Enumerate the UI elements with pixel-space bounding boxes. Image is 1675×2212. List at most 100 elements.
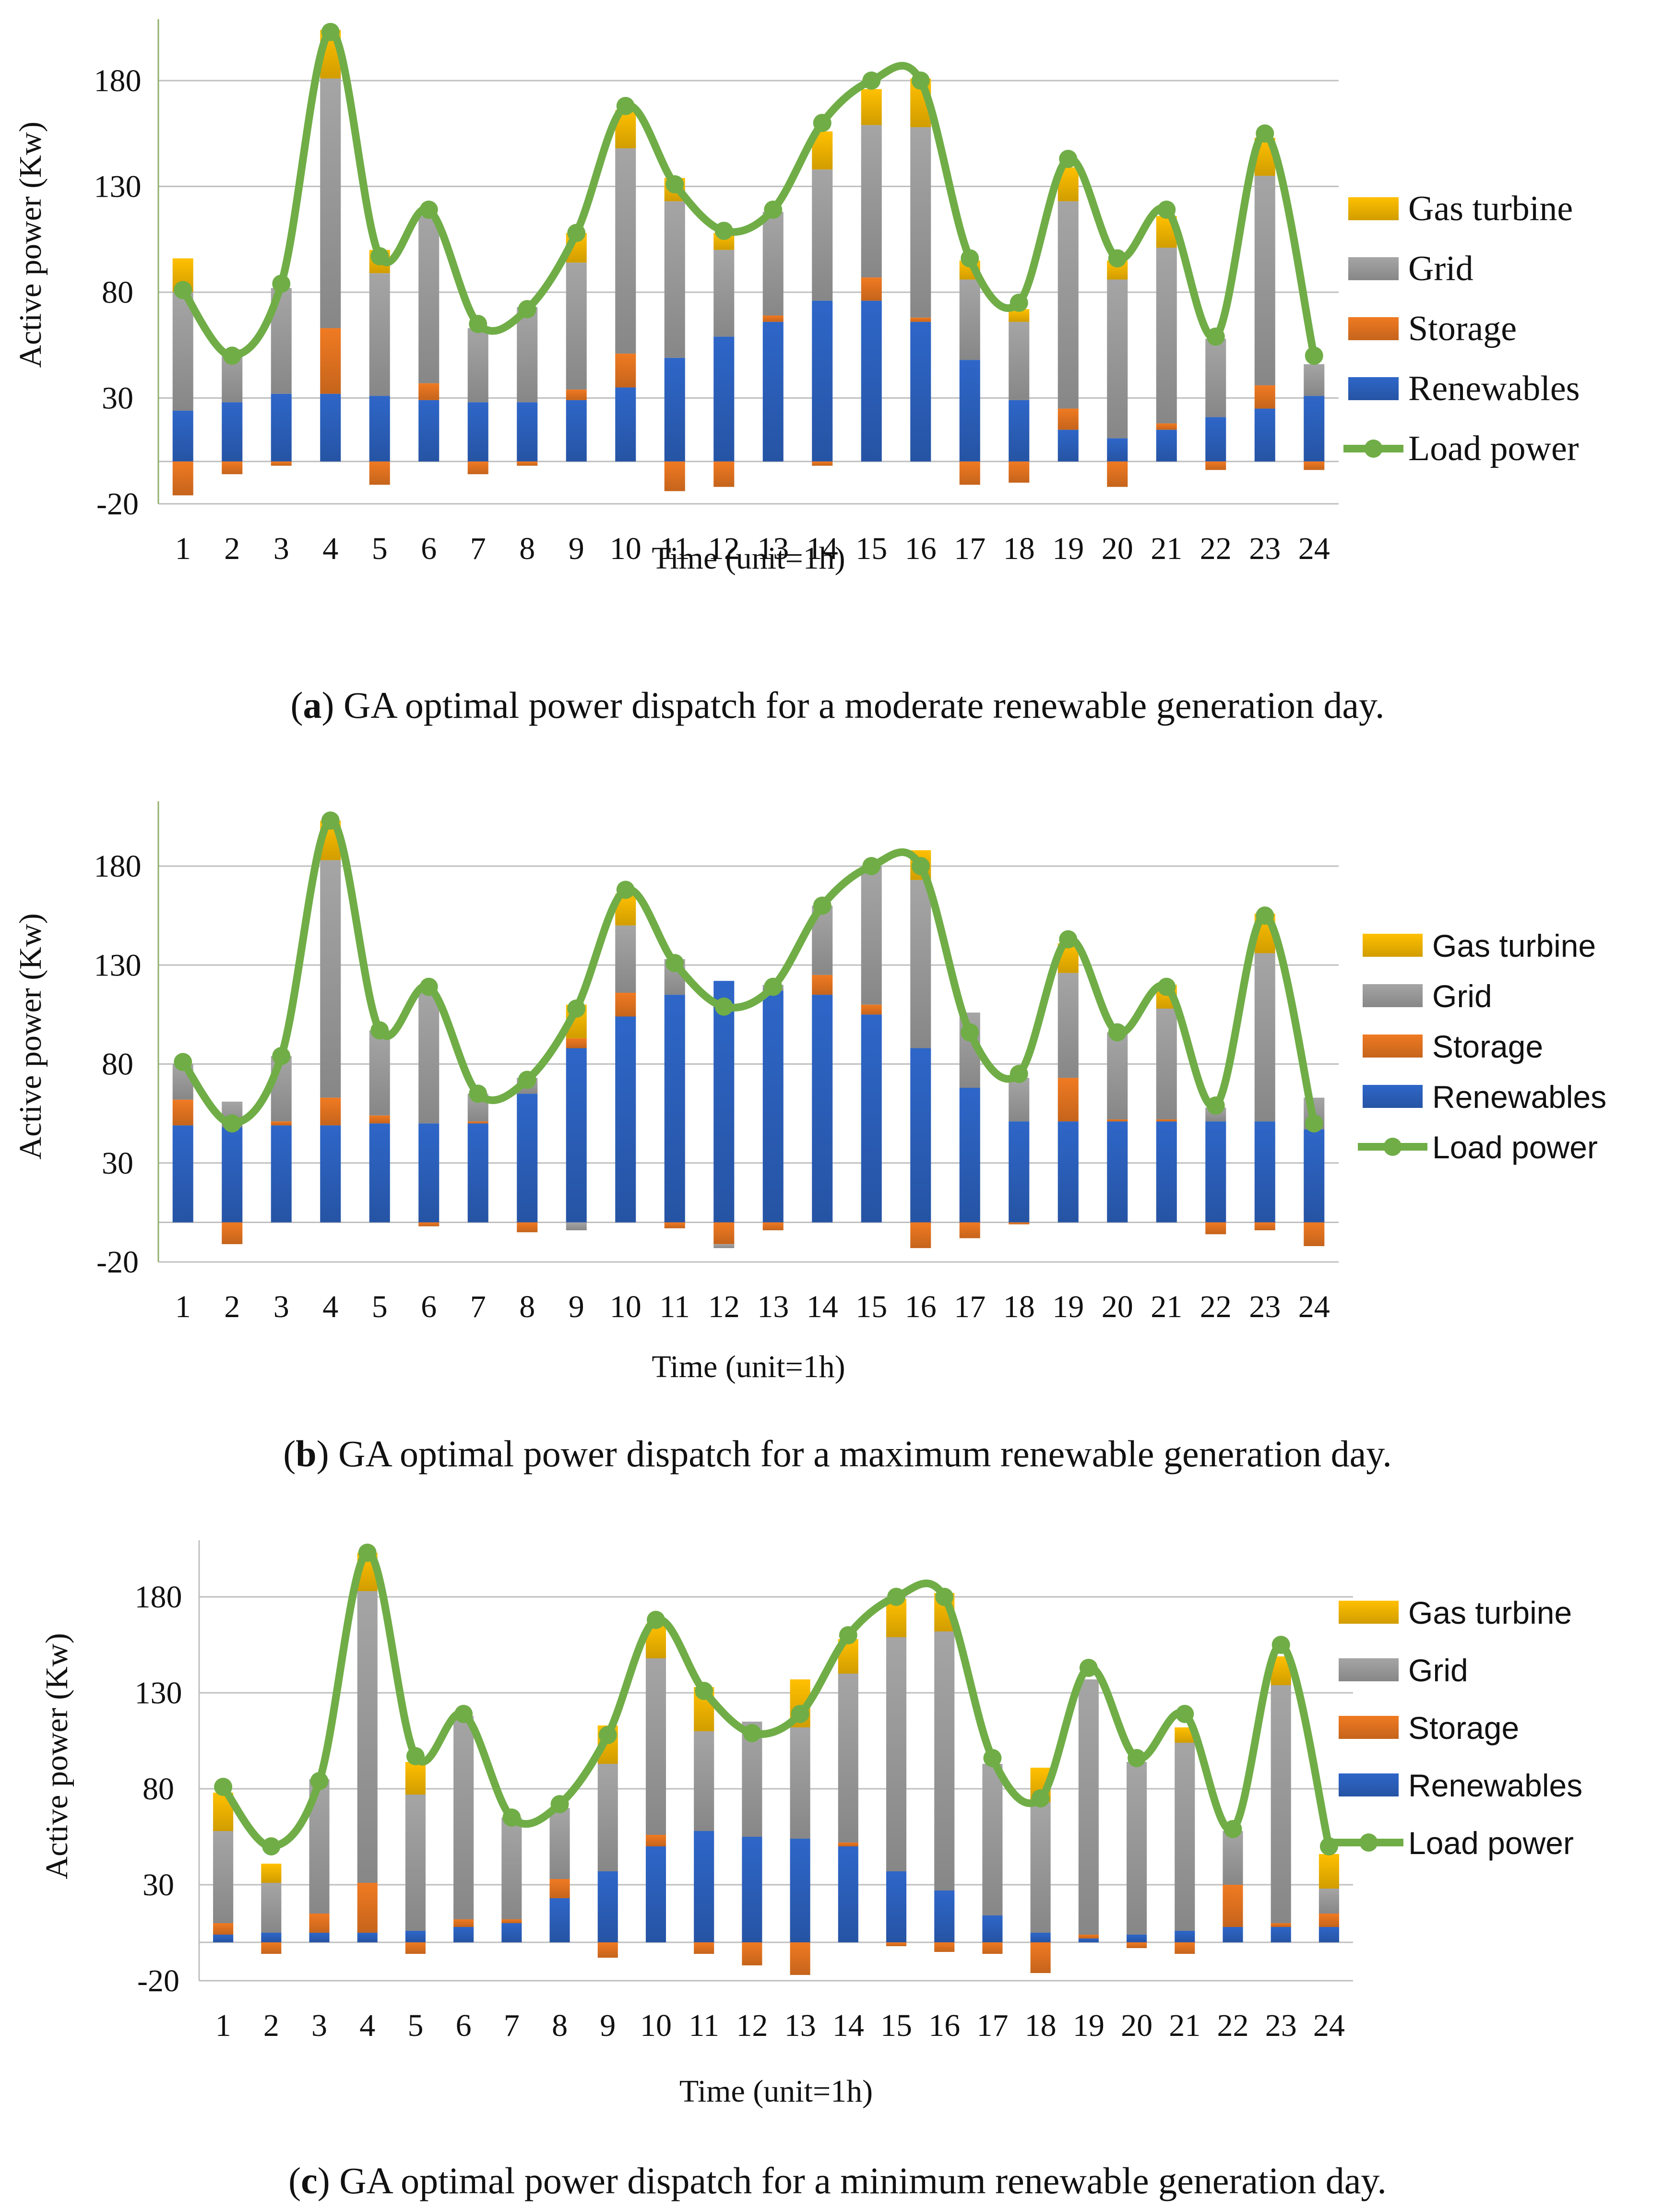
bar-storage	[861, 277, 882, 301]
x-tick-label: 3	[273, 1289, 289, 1324]
bar-grid	[320, 78, 341, 328]
legend-label: Gas turbine	[1408, 189, 1573, 228]
load-power-point	[370, 1021, 389, 1040]
load-power-point	[567, 224, 586, 242]
legend-swatch-grid	[1348, 257, 1399, 280]
bar-grid	[405, 1795, 426, 1931]
load-power-point	[1157, 201, 1176, 219]
chart-panel-a: -20 30 80 130 180 1 2 3 4 5 6 7 8 9 10 11 12 13 14 15 16 17 18…	[0, 0, 1675, 787]
load-power-point	[419, 977, 438, 996]
x-tick-label: 10	[610, 531, 641, 566]
load-power-point	[567, 999, 586, 1018]
legend-swatch-renewables	[1339, 1773, 1399, 1796]
bar-storage	[645, 1835, 666, 1846]
x-tick-label: 23	[1249, 1289, 1281, 1324]
bar-renewables	[664, 357, 685, 462]
bar-renewables	[982, 1915, 1003, 1942]
bar-storage	[1057, 408, 1079, 430]
bar-renewables	[742, 1837, 762, 1942]
bar-renewables	[222, 1127, 243, 1223]
legend-swatch-grid	[1339, 1658, 1399, 1681]
bar-renewables	[762, 321, 784, 462]
load-power-point	[272, 274, 291, 293]
bar-renewables	[320, 1125, 341, 1223]
bar-renewables	[357, 1933, 378, 1942]
load-power-point	[791, 1705, 809, 1723]
bar-renewables	[861, 300, 882, 462]
y-tick-label: 130	[135, 1676, 182, 1711]
bar-grid	[838, 1674, 858, 1843]
load-power-point	[813, 114, 832, 132]
bar-grid	[1175, 1743, 1195, 1931]
x-tick-label: 13	[757, 531, 789, 566]
bar-grid	[910, 127, 931, 318]
x-tick-label: 1	[215, 2008, 231, 2043]
bar-renewables	[713, 981, 735, 1223]
bar-storage	[1304, 461, 1325, 470]
bar-renewables	[1030, 1933, 1051, 1942]
bar-storage	[271, 461, 292, 466]
load-power-point	[911, 857, 930, 875]
x-tick-label: 22	[1200, 1289, 1232, 1324]
bar-renewables	[861, 1014, 882, 1223]
bar-storage	[615, 993, 636, 1017]
bar-renewables	[1319, 1927, 1339, 1942]
bar-storage	[1175, 1942, 1195, 1954]
legend-label: Load power	[1408, 1825, 1574, 1861]
bar-renewables	[271, 393, 292, 462]
bar-storage	[1254, 1222, 1275, 1230]
x-tick-label: 15	[855, 1289, 887, 1324]
x-tick-label: 7	[470, 1289, 486, 1324]
x-tick-label: 4	[322, 531, 338, 566]
bar-storage	[934, 1942, 955, 1952]
bar-storage	[271, 1121, 292, 1126]
bar-renewables	[172, 1125, 193, 1223]
x-tick-label: 21	[1151, 1289, 1182, 1324]
y-tick-label: -20	[96, 1245, 139, 1280]
x-tick-label: 21	[1151, 531, 1182, 566]
bar-renewables	[1009, 400, 1030, 462]
load-power-point	[1059, 930, 1078, 949]
bar-grid	[1254, 176, 1275, 386]
bar-renewables	[369, 1123, 390, 1223]
bar-grid	[615, 148, 636, 354]
bar-storage	[1223, 1885, 1243, 1927]
legend-marker-load-power	[1383, 1138, 1402, 1156]
bar-renewables	[664, 995, 685, 1223]
legend-label: Renewables	[1432, 1079, 1606, 1115]
x-tick-label: 19	[1052, 531, 1084, 566]
x-tick-label: 13	[757, 1289, 789, 1324]
bar-grid	[320, 860, 341, 1098]
x-tick-label: 23	[1249, 531, 1281, 566]
bar-grid	[1009, 321, 1030, 400]
bar-renewables	[713, 336, 735, 462]
bar-renewables	[309, 1933, 330, 1942]
bar-storage	[517, 1222, 538, 1233]
bar-storage	[861, 1004, 882, 1015]
y-tick-label: 30	[143, 1867, 174, 1903]
x-tick-label: 11	[659, 531, 690, 566]
bar-grid	[1107, 1032, 1128, 1119]
legend-swatch-gas-turbine	[1363, 934, 1423, 957]
x-tick-label: 1	[175, 531, 191, 566]
bar-renewables	[1205, 1121, 1226, 1223]
legend-label: Gas turbine	[1432, 928, 1596, 963]
load-power-point	[1224, 1820, 1242, 1838]
bar-storage	[549, 1879, 570, 1898]
bar-renewables	[467, 1123, 488, 1223]
bar-storage	[1205, 461, 1226, 470]
load-power-point	[646, 1611, 665, 1629]
x-tick-label: 5	[372, 1289, 388, 1324]
bar-grid	[713, 250, 735, 337]
gridlines	[158, 80, 1339, 505]
bar-grid	[418, 993, 440, 1124]
bar-storage	[694, 1942, 714, 1954]
load-power-point	[695, 1682, 713, 1700]
y-axis-label: Active power (Kw)	[13, 121, 48, 368]
bar-grid	[213, 1831, 234, 1923]
load-power-point	[1206, 327, 1225, 346]
legend-swatch-storage	[1339, 1716, 1399, 1739]
legend-label: Grid	[1408, 249, 1473, 288]
